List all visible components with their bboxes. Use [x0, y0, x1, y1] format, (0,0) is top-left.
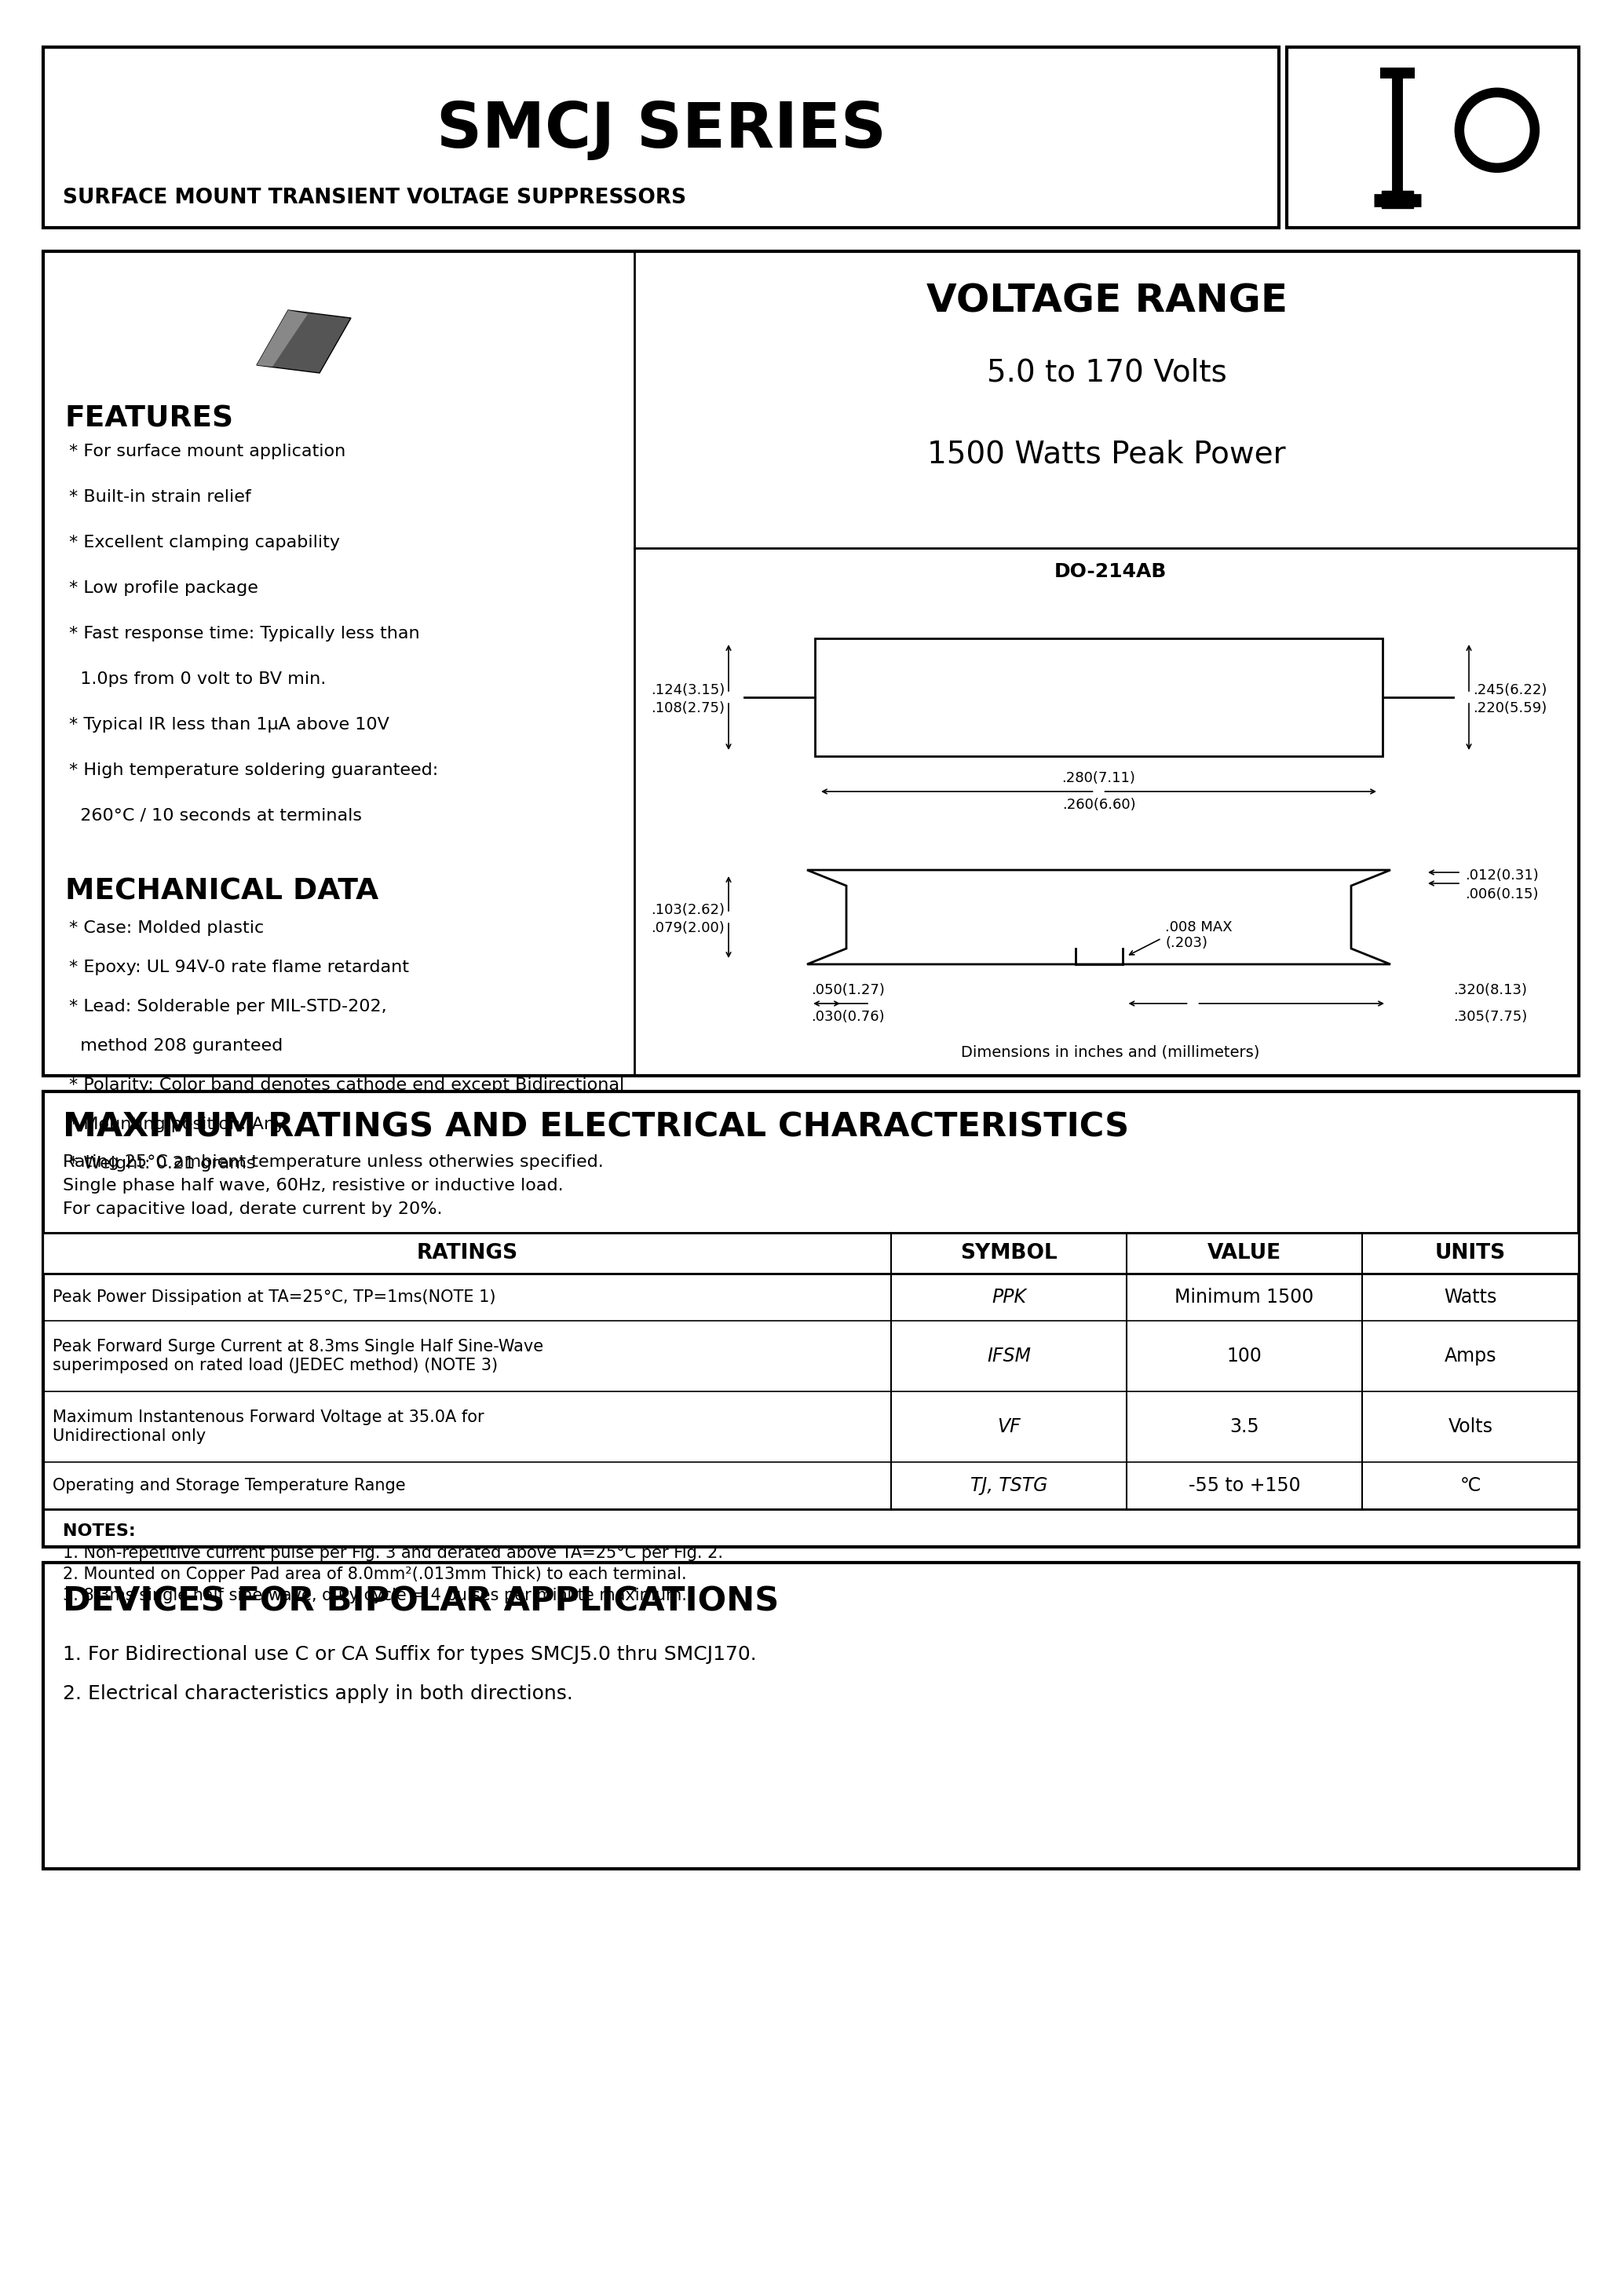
Text: .008 MAX: .008 MAX [1166, 921, 1233, 934]
Text: DO-214AB: DO-214AB [1054, 563, 1166, 581]
Text: Volts: Volts [1448, 1417, 1492, 1437]
Text: .079(2.00): .079(2.00) [650, 921, 725, 934]
Text: * Built-in strain relief: * Built-in strain relief [70, 489, 251, 505]
Text: .280(7.11): .280(7.11) [1062, 771, 1135, 785]
Text: VALUE: VALUE [1207, 1242, 1281, 1263]
Text: DEVICES FOR BIPOLAR APPLICATIONS: DEVICES FOR BIPOLAR APPLICATIONS [63, 1584, 779, 1619]
Bar [1382, 191, 1413, 209]
Text: 2. Mounted on Copper Pad area of 8.0mm²(.013mm Thick) to each terminal.: 2. Mounted on Copper Pad area of 8.0mm²(… [63, 1566, 686, 1582]
Text: 3. 8.3ms single half sine-wave, duty cycle = 4 pulses per minute maximum.: 3. 8.3ms single half sine-wave, duty cyc… [63, 1589, 686, 1603]
Text: * Case: Molded plastic: * Case: Molded plastic [70, 921, 264, 937]
Text: * Weight: 0.21 grams: * Weight: 0.21 grams [70, 1155, 256, 1171]
Text: * Fast response time: Typically less than: * Fast response time: Typically less tha… [70, 627, 420, 641]
Text: .260(6.60): .260(6.60) [1062, 797, 1135, 813]
Text: .030(0.76): .030(0.76) [811, 1010, 884, 1024]
Text: .124(3.15): .124(3.15) [650, 684, 725, 698]
Text: ℃: ℃ [1460, 1476, 1481, 1495]
Text: .050(1.27): .050(1.27) [811, 983, 884, 996]
Bar [44, 250, 1578, 1077]
Text: SYMBOL: SYMBOL [960, 1242, 1058, 1263]
Bar [44, 1091, 1578, 1548]
Text: 1.0ps from 0 volt to BV min.: 1.0ps from 0 volt to BV min. [70, 670, 326, 687]
Bar [814, 638, 1382, 755]
Text: .220(5.59): .220(5.59) [1473, 700, 1547, 716]
Bar [44, 1564, 1578, 1869]
Text: RATINGS: RATINGS [417, 1242, 517, 1263]
Text: -55 to +150: -55 to +150 [1189, 1476, 1301, 1495]
Text: 3.5: 3.5 [1229, 1417, 1259, 1437]
Text: * High temperature soldering guaranteed:: * High temperature soldering guaranteed: [70, 762, 438, 778]
Bar [44, 1233, 1578, 1274]
Text: Dimensions in inches and (millimeters): Dimensions in inches and (millimeters) [962, 1045, 1260, 1061]
Text: MAXIMUM RATINGS AND ELECTRICAL CHARACTERISTICS: MAXIMUM RATINGS AND ELECTRICAL CHARACTER… [63, 1111, 1129, 1143]
Text: .012(0.31): .012(0.31) [1465, 868, 1539, 882]
Text: .006(0.15): .006(0.15) [1465, 886, 1538, 902]
Text: Maximum Instantenous Forward Voltage at 35.0A for: Maximum Instantenous Forward Voltage at … [52, 1410, 483, 1426]
Text: Peak Power Dissipation at TA=25°C, TP=1ms(NOTE 1): Peak Power Dissipation at TA=25°C, TP=1m… [52, 1290, 496, 1304]
Text: VOLTAGE RANGE: VOLTAGE RANGE [926, 282, 1288, 321]
Text: UNITS: UNITS [1435, 1242, 1505, 1263]
Text: FEATURES: FEATURES [65, 404, 234, 432]
Text: method 208 guranteed: method 208 guranteed [70, 1038, 282, 1054]
Text: 5.0 to 170 Volts: 5.0 to 170 Volts [986, 358, 1226, 388]
Text: TJ, TSTG: TJ, TSTG [970, 1476, 1048, 1495]
Bar [44, 48, 1278, 227]
Text: * Typical IR less than 1μA above 10V: * Typical IR less than 1μA above 10V [70, 716, 389, 732]
Text: 260°C / 10 seconds at terminals: 260°C / 10 seconds at terminals [70, 808, 362, 824]
Text: IFSM: IFSM [986, 1348, 1032, 1366]
Bar [1286, 48, 1578, 227]
Text: .320(8.13): .320(8.13) [1453, 983, 1526, 996]
Text: * For surface mount application: * For surface mount application [70, 443, 345, 459]
Text: * Epoxy: UL 94V-0 rate flame retardant: * Epoxy: UL 94V-0 rate flame retardant [70, 960, 409, 976]
Text: superimposed on rated load (JEDEC method) (NOTE 3): superimposed on rated load (JEDEC method… [52, 1357, 498, 1373]
Text: Operating and Storage Temperature Range: Operating and Storage Temperature Range [52, 1479, 406, 1492]
Text: * Polarity: Color band denotes cathode end except Bidirectional: * Polarity: Color band denotes cathode e… [70, 1077, 624, 1093]
Text: 1. Non-repetitive current pulse per Fig. 3 and derated above TA=25°C per Fig. 2.: 1. Non-repetitive current pulse per Fig.… [63, 1545, 723, 1561]
Text: * Lead: Solderable per MIL-STD-202,: * Lead: Solderable per MIL-STD-202, [70, 999, 386, 1015]
Text: MECHANICAL DATA: MECHANICAL DATA [65, 877, 378, 905]
Polygon shape [256, 310, 308, 367]
Text: NOTES:: NOTES: [63, 1522, 136, 1538]
Text: * Excellent clamping capability: * Excellent clamping capability [70, 535, 341, 551]
Text: VF: VF [998, 1417, 1020, 1437]
Text: Single phase half wave, 60Hz, resistive or inductive load.: Single phase half wave, 60Hz, resistive … [63, 1178, 563, 1194]
Text: * Mounting position: Any: * Mounting position: Any [70, 1116, 285, 1132]
Text: Peak Forward Surge Current at 8.3ms Single Half Sine-Wave: Peak Forward Surge Current at 8.3ms Sing… [52, 1339, 543, 1355]
Text: Watts: Watts [1444, 1288, 1497, 1306]
Text: 2. Electrical characteristics apply in both directions.: 2. Electrical characteristics apply in b… [63, 1685, 573, 1704]
Text: .245(6.22): .245(6.22) [1473, 684, 1547, 698]
Text: Minimum 1500: Minimum 1500 [1174, 1288, 1314, 1306]
Text: PPK: PPK [991, 1288, 1027, 1306]
Text: SMCJ SERIES: SMCJ SERIES [436, 99, 886, 161]
Text: For capacitive load, derate current by 20%.: For capacitive load, derate current by 2… [63, 1201, 443, 1217]
Text: Amps: Amps [1444, 1348, 1497, 1366]
Text: Unidirectional only: Unidirectional only [52, 1428, 206, 1444]
Text: * Low profile package: * Low profile package [70, 581, 258, 597]
Text: .103(2.62): .103(2.62) [650, 902, 725, 916]
Text: .305(7.75): .305(7.75) [1453, 1010, 1528, 1024]
Polygon shape [256, 310, 350, 372]
Text: 1500 Watts Peak Power: 1500 Watts Peak Power [928, 441, 1286, 471]
Text: SURFACE MOUNT TRANSIENT VOLTAGE SUPPRESSORS: SURFACE MOUNT TRANSIENT VOLTAGE SUPPRESS… [63, 188, 686, 209]
Text: (.203): (.203) [1166, 937, 1208, 951]
Text: 100: 100 [1226, 1348, 1262, 1366]
Text: 1. For Bidirectional use C or CA Suffix for types SMCJ5.0 thru SMCJ170.: 1. For Bidirectional use C or CA Suffix … [63, 1644, 756, 1665]
Text: Rating 25°C ambient temperature unless otherwies specified.: Rating 25°C ambient temperature unless o… [63, 1155, 603, 1171]
Text: .108(2.75): .108(2.75) [650, 700, 725, 716]
